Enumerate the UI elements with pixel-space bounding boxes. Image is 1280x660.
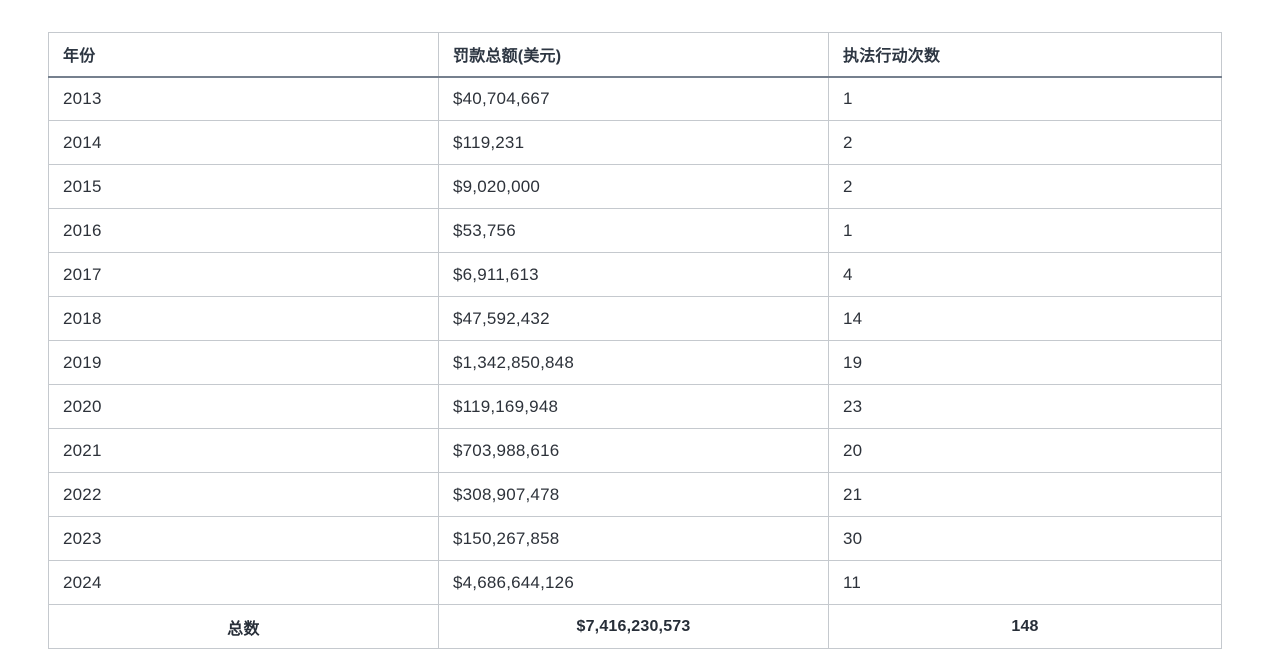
- enforcement-actions-cell: 2: [828, 164, 1222, 209]
- enforcement-actions-cell: 23: [828, 384, 1222, 429]
- fines-by-year-table: 年份 罚款总额(美元) 执法行动次数 2013 $40,704,667 1 2014 $…: [48, 32, 1222, 649]
- year-cell: 2017: [48, 252, 439, 297]
- year-cell: 2014: [48, 120, 439, 165]
- total-label-cell: 总数: [48, 604, 439, 649]
- year-cell: 2022: [48, 472, 439, 517]
- table-row: 2020 $119,169,948 23: [48, 384, 1222, 429]
- year-cell: 2024: [48, 560, 439, 605]
- fine-total-cell: $4,686,644,126: [438, 560, 829, 605]
- fine-total-cell: $150,267,858: [438, 516, 829, 561]
- enforcement-actions-cell: 4: [828, 252, 1222, 297]
- table-row: 2019 $1,342,850,848 19: [48, 340, 1222, 385]
- enforcement-actions-cell: 21: [828, 472, 1222, 517]
- table-footer: 总数 $7,416,230,573 148: [48, 604, 1222, 649]
- table-row: 2024 $4,686,644,126 11: [48, 560, 1222, 605]
- enforcement-actions-cell: 19: [828, 340, 1222, 385]
- fine-total-cell: $9,020,000: [438, 164, 829, 209]
- enforcement-actions-cell: 20: [828, 428, 1222, 473]
- fines-table-container: 年份 罚款总额(美元) 执法行动次数 2013 $40,704,667 1 2014 $…: [48, 32, 1222, 649]
- table-row: 2013 $40,704,667 1: [48, 76, 1222, 121]
- column-header-fine-total: 罚款总额(美元): [438, 32, 829, 78]
- year-cell: 2020: [48, 384, 439, 429]
- fine-total-cell: $53,756: [438, 208, 829, 253]
- column-header-enforcement-actions: 执法行动次数: [828, 32, 1222, 78]
- fine-total-cell: $308,907,478: [438, 472, 829, 517]
- total-row: 总数 $7,416,230,573 148: [48, 604, 1222, 649]
- enforcement-actions-cell: 14: [828, 296, 1222, 341]
- fine-total-cell: $119,169,948: [438, 384, 829, 429]
- column-header-year: 年份: [48, 32, 439, 78]
- enforcement-actions-cell: 1: [828, 208, 1222, 253]
- enforcement-actions-cell: 30: [828, 516, 1222, 561]
- table-body: 2013 $40,704,667 1 2014 $119,231 2 2015 $9,020,…: [48, 76, 1222, 605]
- fine-total-cell: $703,988,616: [438, 428, 829, 473]
- total-actions-cell: 148: [828, 604, 1222, 649]
- table-row: 2021 $703,988,616 20: [48, 428, 1222, 473]
- fine-total-cell: $119,231: [438, 120, 829, 165]
- table-row: 2016 $53,756 1: [48, 208, 1222, 253]
- year-cell: 2023: [48, 516, 439, 561]
- table-row: 2015 $9,020,000 2: [48, 164, 1222, 209]
- table-row: 2017 $6,911,613 4: [48, 252, 1222, 297]
- year-cell: 2013: [48, 76, 439, 121]
- year-cell: 2021: [48, 428, 439, 473]
- year-cell: 2019: [48, 340, 439, 385]
- fine-total-cell: $1,342,850,848: [438, 340, 829, 385]
- enforcement-actions-cell: 1: [828, 76, 1222, 121]
- fine-total-cell: $40,704,667: [438, 76, 829, 121]
- table-row: 2014 $119,231 2: [48, 120, 1222, 165]
- fine-total-cell: $47,592,432: [438, 296, 829, 341]
- fine-total-cell: $6,911,613: [438, 252, 829, 297]
- table-row: 2022 $308,907,478 21: [48, 472, 1222, 517]
- enforcement-actions-cell: 11: [828, 560, 1222, 605]
- table-row: 2023 $150,267,858 30: [48, 516, 1222, 561]
- header-row: 年份 罚款总额(美元) 执法行动次数: [48, 32, 1222, 78]
- year-cell: 2015: [48, 164, 439, 209]
- year-cell: 2018: [48, 296, 439, 341]
- total-fine-cell: $7,416,230,573: [438, 604, 829, 649]
- table-row: 2018 $47,592,432 14: [48, 296, 1222, 341]
- year-cell: 2016: [48, 208, 439, 253]
- table-header: 年份 罚款总额(美元) 执法行动次数: [48, 32, 1222, 78]
- enforcement-actions-cell: 2: [828, 120, 1222, 165]
